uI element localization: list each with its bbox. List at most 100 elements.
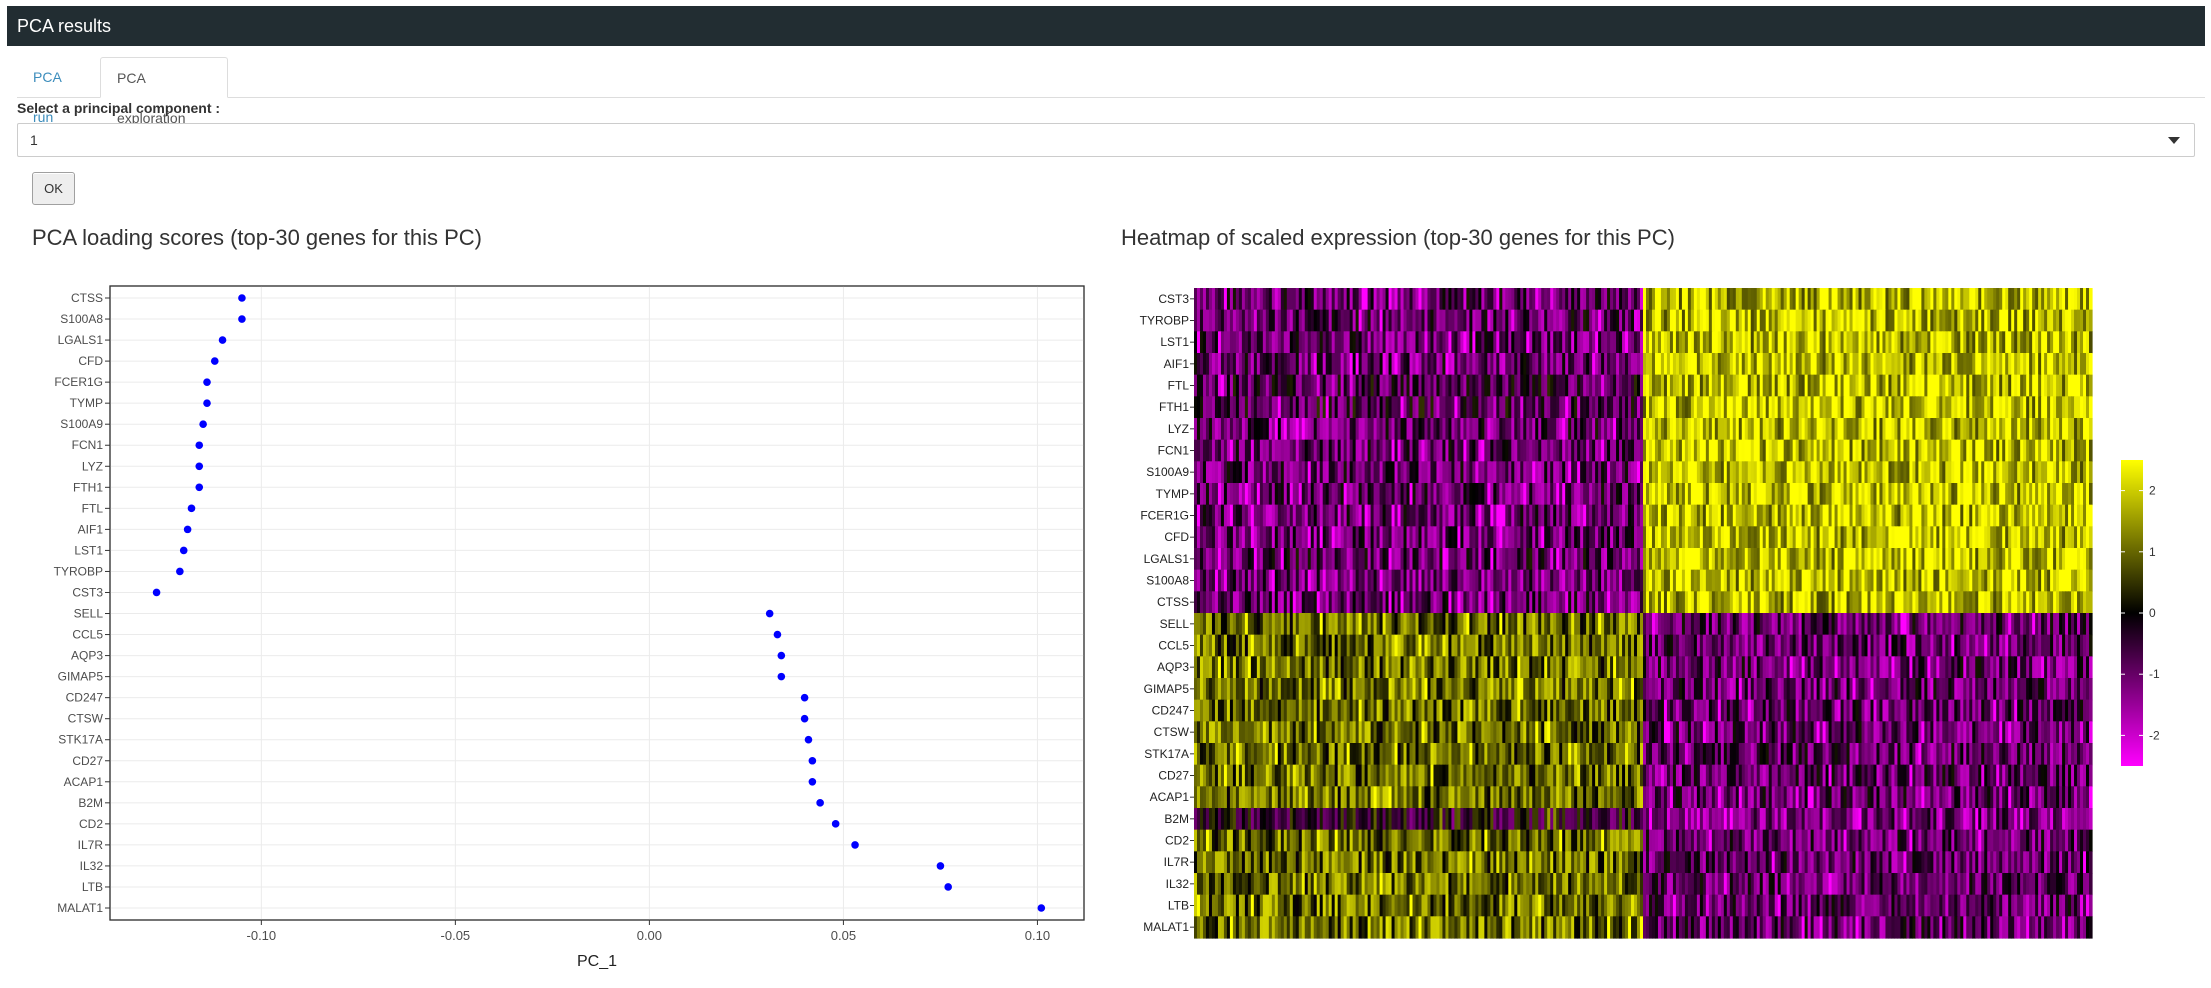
- heatmap-cell: [1376, 396, 1381, 419]
- tab-pca-run[interactable]: PCA run: [33, 69, 62, 125]
- heatmap-cell: [1469, 353, 1473, 376]
- heatmap-cell: [1577, 331, 1581, 354]
- heatmap-cell: [1616, 396, 1620, 419]
- heatmap-cell: [1526, 374, 1530, 397]
- heatmap-cell: [1544, 353, 1548, 376]
- heatmap-cell: [2089, 374, 2093, 397]
- heatmap-cell: [1328, 439, 1333, 462]
- heatmap-cell: [1430, 396, 1435, 419]
- heatmap-cell: [1523, 331, 1527, 354]
- heatmap-cell: [1241, 439, 1246, 462]
- heatmap-cell: [1765, 374, 1770, 397]
- heatmap-cell: [2026, 396, 2030, 419]
- heatmap-cell: [1789, 418, 1794, 441]
- heatmap-cell: [1316, 439, 1321, 462]
- heatmap-cell: [1313, 439, 1318, 462]
- pc-select[interactable]: 1: [17, 123, 2195, 157]
- heatmap-cell: [1687, 418, 1692, 441]
- heatmap-cell: [1732, 353, 1737, 376]
- heatmap-cell: [1262, 353, 1267, 376]
- heatmap-cell: [1897, 439, 1902, 462]
- loading-point: [203, 378, 211, 386]
- heatmap-cell: [1660, 483, 1665, 506]
- heatmap-cell: [1310, 483, 1315, 506]
- gene-label: FCN1: [72, 438, 104, 452]
- tab-pca-exploration[interactable]: PCA exploration: [100, 57, 228, 126]
- heatmap-cell: [1858, 353, 1863, 376]
- heatmap-cell: [1768, 353, 1773, 376]
- heatmap-cell: [1340, 353, 1345, 376]
- heatmap-cell: [1301, 396, 1306, 419]
- heatmap-cell: [1747, 288, 1752, 311]
- heatmap-cell: [1936, 353, 1940, 376]
- heatmap-cell: [1801, 374, 1806, 397]
- x-tick-label: -0.05: [441, 928, 471, 943]
- heatmap-cell: [1379, 418, 1384, 441]
- heatmap-cell: [1457, 461, 1462, 484]
- heatmap-plot-title: Heatmap of scaled expression (top-30 gen…: [1121, 225, 1675, 250]
- heatmap-cell: [1882, 418, 1887, 441]
- heatmap-cell: [1822, 331, 1827, 354]
- heatmap-cell: [1816, 309, 1821, 332]
- heatmap-cell: [1194, 331, 1198, 354]
- heatmap-cell: [1933, 396, 1937, 419]
- heatmap-cell: [2068, 288, 2072, 311]
- heatmap-cell: [1759, 439, 1764, 462]
- heatmap-cell: [1936, 288, 1940, 311]
- heatmap-cell: [1723, 418, 1728, 441]
- loading-point: [238, 294, 246, 302]
- ok-button[interactable]: OK: [32, 172, 75, 205]
- heatmap-cell: [1975, 374, 1979, 397]
- heatmap-cell: [1699, 461, 1704, 484]
- heatmap-cell: [2083, 309, 2087, 332]
- heatmap-cell: [1514, 309, 1518, 332]
- heatmap-cell: [1870, 331, 1875, 354]
- heatmap-cell: [1280, 418, 1285, 441]
- heatmap-cell: [1460, 396, 1464, 419]
- heatmap-cell: [2041, 353, 2045, 376]
- heatmap-cell: [1963, 309, 1967, 332]
- heatmap-cell: [1412, 374, 1417, 397]
- heatmap-cell: [1457, 309, 1462, 332]
- heatmap-cell: [1352, 439, 1357, 462]
- heatmap-cell: [1508, 353, 1512, 376]
- heatmap-cell: [2047, 353, 2051, 376]
- heatmap-cell: [2041, 288, 2045, 311]
- heatmap-cell: [1415, 461, 1420, 484]
- heatmap-cell: [1544, 331, 1548, 354]
- heatmap-cell: [1675, 396, 1680, 419]
- heatmap-cell: [1460, 331, 1464, 354]
- x-axis-label: PC_1: [577, 953, 617, 970]
- heatmap-cell: [1376, 461, 1381, 484]
- heatmap-cell: [1819, 439, 1824, 462]
- heatmap-cell: [1547, 418, 1551, 441]
- heatmap-cell: [1657, 439, 1662, 462]
- heatmap-cell: [1358, 288, 1363, 311]
- heatmap-cell: [2017, 288, 2021, 311]
- chevron-down-icon[interactable]: [2168, 137, 2180, 144]
- heatmap-cell: [1753, 353, 1758, 376]
- heatmap-cell: [1220, 353, 1225, 376]
- heatmap-cell: [1202, 418, 1207, 441]
- heatmap-cell: [1634, 331, 1638, 354]
- heatmap-cell: [1373, 309, 1378, 332]
- heatmap-cell: [1765, 418, 1770, 441]
- heatmap-cell: [1298, 288, 1303, 311]
- heatmap-cell: [1885, 483, 1890, 506]
- heatmap-cell: [1918, 309, 1922, 332]
- heatmap-cell: [1550, 288, 1554, 311]
- heatmap-cell: [2068, 439, 2072, 462]
- heatmap-cell: [1502, 374, 1506, 397]
- heatmap-cell: [1786, 461, 1791, 484]
- heatmap-cell: [2041, 461, 2045, 484]
- heatmap-cell: [1909, 374, 1913, 397]
- heatmap-cell: [1472, 483, 1476, 506]
- heatmap-cell: [1508, 483, 1512, 506]
- heatmap-cell: [1331, 288, 1336, 311]
- heatmap-cell: [1822, 374, 1827, 397]
- heatmap-cell: [1202, 309, 1207, 332]
- heatmap-cell: [1550, 418, 1554, 441]
- heatmap-cell: [1678, 396, 1683, 419]
- heatmap-cell: [1756, 331, 1761, 354]
- heatmap-cell: [1247, 309, 1252, 332]
